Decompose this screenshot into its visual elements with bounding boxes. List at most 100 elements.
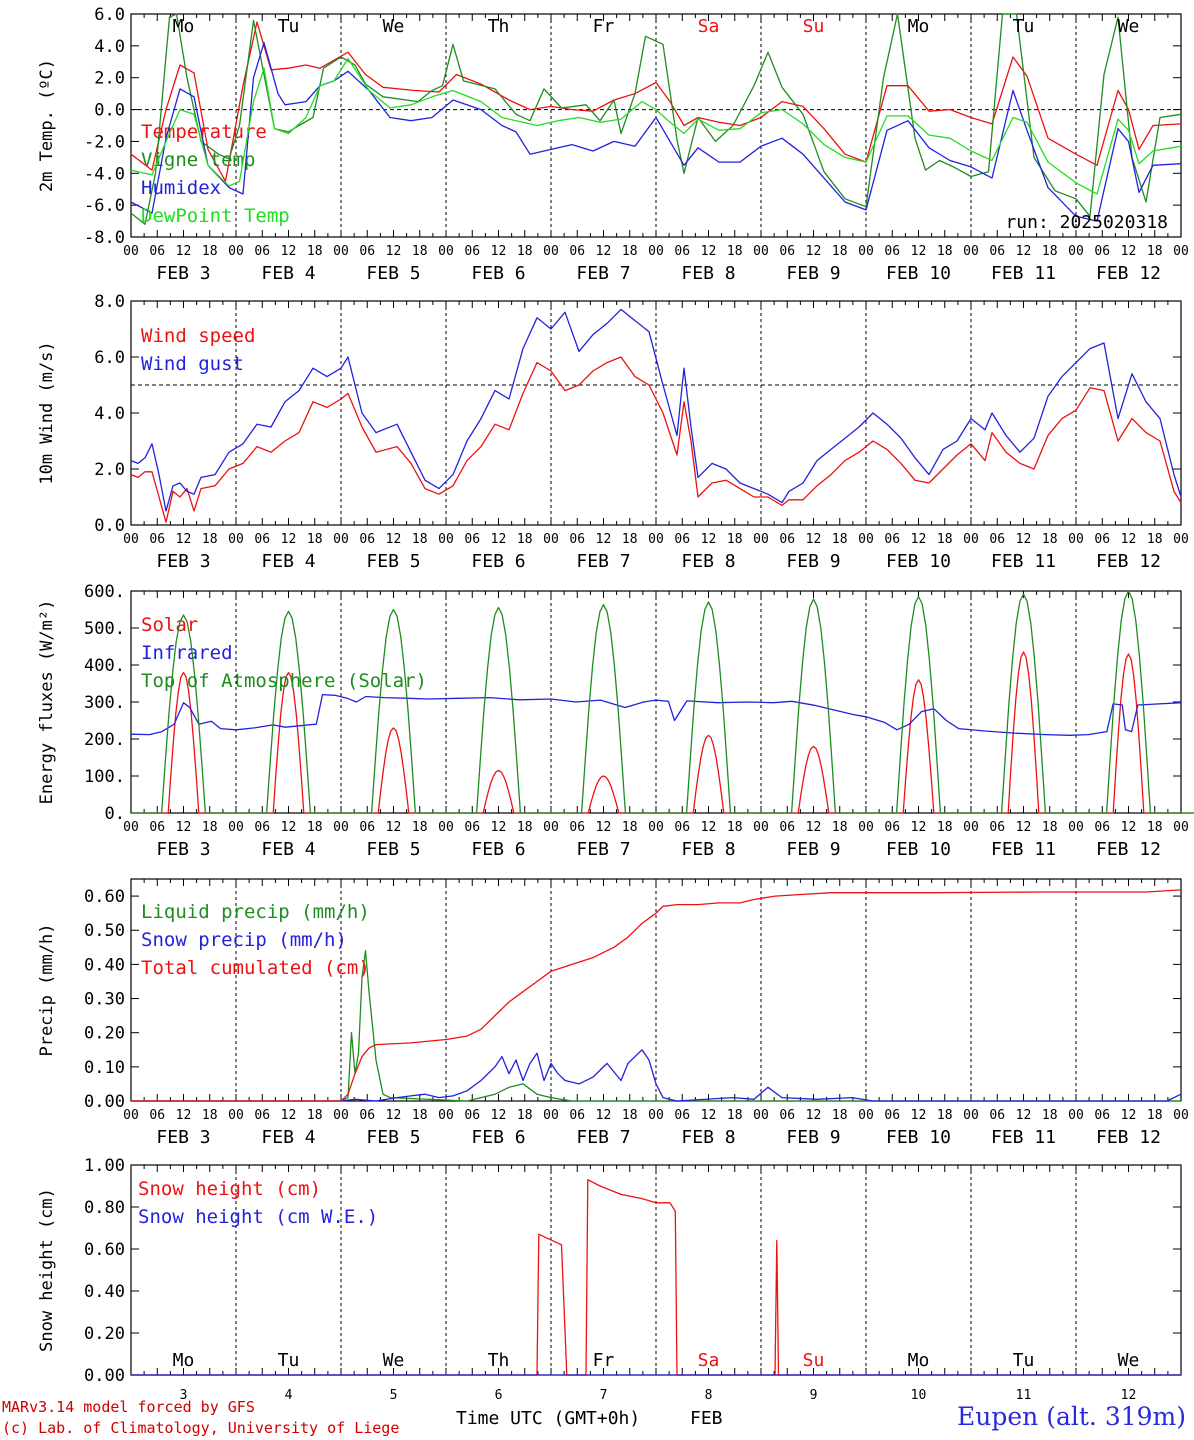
precip-y-tick-label: 0.10 bbox=[84, 1058, 125, 1078]
wind-date-label: FEB 5 bbox=[366, 551, 420, 572]
energy-hour-label: 18 bbox=[1147, 820, 1163, 835]
snow-legend-1: Snow height (cm W.E.) bbox=[138, 1206, 378, 1228]
temp-hour-label: 06 bbox=[359, 244, 375, 259]
wind-hour-label: 18 bbox=[727, 532, 743, 547]
temp-hour-label: 00 bbox=[753, 244, 769, 259]
snow-day-name: Fr bbox=[593, 1350, 615, 1371]
wind-hour-label: 00 bbox=[753, 532, 769, 547]
energy-hour-label: 00 bbox=[1068, 820, 1084, 835]
wind-legend-0: Wind speed bbox=[141, 325, 255, 347]
wind-hour-label: 12 bbox=[806, 532, 822, 547]
snow-day-number: 7 bbox=[600, 1388, 608, 1403]
energy-hour-label: 18 bbox=[517, 820, 533, 835]
wind-hour-label: 06 bbox=[359, 532, 375, 547]
precip-hour-label: 00 bbox=[438, 1108, 454, 1123]
wind-hour-label: 18 bbox=[622, 532, 638, 547]
precip-hour-label: 12 bbox=[1016, 1108, 1032, 1123]
snow-day-name: Mo bbox=[173, 1350, 195, 1371]
energy-hour-label: 06 bbox=[569, 820, 585, 835]
snow-day-number: 3 bbox=[180, 1388, 188, 1403]
temp-hour-label: 00 bbox=[438, 244, 454, 259]
temp-y-tick-label: -8.0 bbox=[84, 228, 125, 248]
temp-hour-label: 00 bbox=[648, 244, 664, 259]
wind-hour-label: 12 bbox=[1121, 532, 1137, 547]
snow-day-name: Tu bbox=[278, 1350, 300, 1371]
temp-day-name: Tu bbox=[278, 16, 300, 37]
energy-hour-label: 00 bbox=[858, 820, 874, 835]
precip-hour-label: 00 bbox=[1068, 1108, 1084, 1123]
energy-hour-label: 00 bbox=[1173, 820, 1189, 835]
wind-hour-label: 06 bbox=[779, 532, 795, 547]
precip-hour-label: 06 bbox=[569, 1108, 585, 1123]
temp-day-name: Mo bbox=[173, 16, 195, 37]
precip-hour-label: 12 bbox=[491, 1108, 507, 1123]
temp-legend-1: Vigne temp bbox=[141, 149, 255, 171]
energy-hour-label: 06 bbox=[464, 820, 480, 835]
energy-hour-label: 18 bbox=[622, 820, 638, 835]
energy-legend-0: Solar bbox=[141, 614, 198, 636]
temp-hour-label: 12 bbox=[701, 244, 717, 259]
temp-hour-label: 06 bbox=[149, 244, 165, 259]
precip-hour-label: 18 bbox=[727, 1108, 743, 1123]
energy-hour-label: 12 bbox=[911, 820, 927, 835]
energy-hour-label: 00 bbox=[963, 820, 979, 835]
wind-hour-label: 00 bbox=[648, 532, 664, 547]
temp-hour-label: 00 bbox=[543, 244, 559, 259]
temp-legend-2: Humidex bbox=[141, 177, 221, 199]
snow-day-number: 4 bbox=[285, 1388, 293, 1403]
snow-day-name: Tu bbox=[1013, 1350, 1035, 1371]
snow-day-number: 6 bbox=[495, 1388, 503, 1403]
precip-hour-label: 00 bbox=[228, 1108, 244, 1123]
temp-hour-label: 18 bbox=[307, 244, 323, 259]
temp-hour-label: 06 bbox=[464, 244, 480, 259]
energy-hour-label: 12 bbox=[1016, 820, 1032, 835]
energy-hour-label: 12 bbox=[701, 820, 717, 835]
precip-hour-label: 12 bbox=[911, 1108, 927, 1123]
energy-hour-label: 18 bbox=[202, 820, 218, 835]
wind-hour-label: 12 bbox=[701, 532, 717, 547]
precip-hour-label: 18 bbox=[307, 1108, 323, 1123]
precip-hour-label: 18 bbox=[517, 1108, 533, 1123]
energy-hour-label: 12 bbox=[596, 820, 612, 835]
precip-hour-label: 18 bbox=[1147, 1108, 1163, 1123]
energy-date-label: FEB 6 bbox=[471, 839, 525, 860]
wind-hour-label: 06 bbox=[674, 532, 690, 547]
wind-hour-label: 18 bbox=[832, 532, 848, 547]
precip-hour-label: 12 bbox=[806, 1108, 822, 1123]
precip-date-label: FEB 4 bbox=[261, 1127, 315, 1148]
wind-y-tick-label: 2.0 bbox=[94, 460, 125, 480]
wind-series-wind-speed bbox=[130, 356, 1182, 523]
energy-legend-2: Top of Atmosphere (Solar) bbox=[141, 670, 427, 692]
wind-hour-label: 06 bbox=[884, 532, 900, 547]
snow-day-name: Sa bbox=[698, 1350, 720, 1371]
snow-day-name: Su bbox=[803, 1350, 825, 1371]
precip-hour-label: 18 bbox=[937, 1108, 953, 1123]
energy-date-label: FEB 5 bbox=[366, 839, 420, 860]
snow-day-name: Mo bbox=[908, 1350, 930, 1371]
snow-legend-0: Snow height (cm) bbox=[138, 1178, 321, 1200]
precip-date-label: FEB 3 bbox=[156, 1127, 210, 1148]
wind-hour-label: 12 bbox=[1016, 532, 1032, 547]
precip-legend-2: Total cumulated (cm) bbox=[141, 957, 370, 979]
temp-y-tick-label: 2.0 bbox=[94, 69, 125, 89]
temp-y-tick-label: 4.0 bbox=[94, 37, 125, 57]
temp-hour-label: 06 bbox=[254, 244, 270, 259]
wind-hour-label: 12 bbox=[281, 532, 297, 547]
precip-legend-1: Snow precip (mm/h) bbox=[141, 929, 347, 951]
snow-y-tick-label: 0.60 bbox=[84, 1240, 125, 1260]
energy-hour-label: 18 bbox=[1042, 820, 1058, 835]
wind-hour-label: 06 bbox=[149, 532, 165, 547]
wind-hour-label: 06 bbox=[254, 532, 270, 547]
wind-date-label: FEB 7 bbox=[576, 551, 630, 572]
snow-day-number: 10 bbox=[911, 1388, 927, 1403]
temp-date-label: FEB 11 bbox=[991, 263, 1056, 284]
temp-hour-label: 18 bbox=[412, 244, 428, 259]
precip-y-tick-label: 0.60 bbox=[84, 887, 125, 907]
precip-hour-label: 18 bbox=[202, 1108, 218, 1123]
precip-hour-label: 06 bbox=[884, 1108, 900, 1123]
precip-date-label: FEB 5 bbox=[366, 1127, 420, 1148]
energy-date-label: FEB 8 bbox=[681, 839, 735, 860]
wind-hour-label: 18 bbox=[307, 532, 323, 547]
precip-hour-label: 06 bbox=[254, 1108, 270, 1123]
precip-hour-label: 06 bbox=[674, 1108, 690, 1123]
